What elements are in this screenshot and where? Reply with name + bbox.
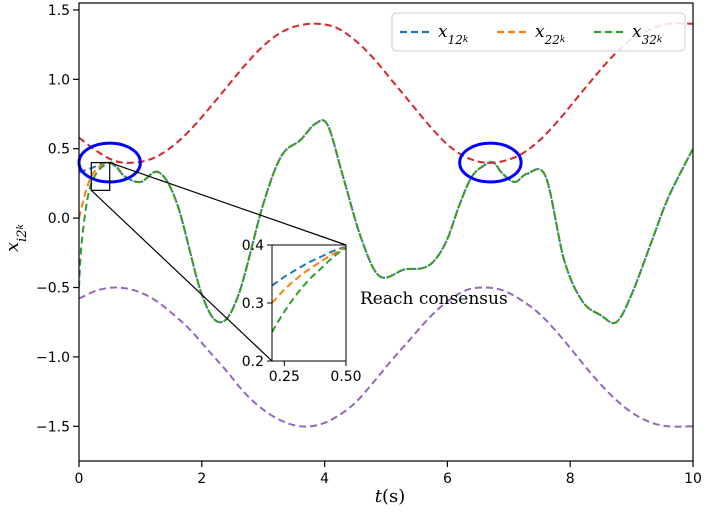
inset-group: 0.25 0.50 0.2 0.3 0.4 (242, 238, 362, 385)
inset-y-tick-label-0: 0.2 (242, 354, 264, 370)
x-tick-label-2: 4 (320, 471, 329, 487)
axes-group: 0 2 4 6 8 10 −1.5 −1.0 −0.5 0.0 0.5 1.0 1.5 (36, 2, 702, 487)
x-tick-label-0: 0 (75, 471, 84, 487)
legend-label-0: x12k (438, 22, 468, 47)
main-series-group (79, 22, 693, 428)
x-axis-label-var: t (375, 486, 383, 507)
x-tick-label-4: 8 (566, 471, 575, 487)
inset-x-tick-label-0: 0.25 (269, 369, 300, 385)
y-tick-label-6: 1.5 (48, 3, 70, 19)
x-tick-label-3: 6 (443, 471, 452, 487)
y-axis-label-sub: i2 (15, 229, 30, 241)
legend-label-subsub-1: k (560, 35, 565, 45)
y-tick-label-5: 1.0 (48, 72, 70, 88)
highlight-group (77, 141, 523, 184)
y-tick-label-1: −1.0 (36, 350, 70, 366)
series-line-4 (79, 286, 693, 428)
legend-label-sub-1: 22 (544, 33, 560, 47)
y-tick-label-0: −1.5 (36, 419, 70, 435)
legend-frame (391, 12, 686, 52)
zoom-connector-lower (90, 189, 273, 362)
annotation-reach-consensus: Reach consensus (360, 289, 508, 309)
inset-series-line-2 (272, 247, 346, 333)
x-axis-label-unit: (s) (382, 486, 405, 507)
highlight-ellipse-1 (458, 141, 523, 184)
y-tick-label-2: −0.5 (36, 281, 70, 297)
y-axis-label: xi2k (2, 224, 30, 252)
legend-label-base-0: x (438, 22, 448, 42)
legend-label-1: x22k (535, 22, 565, 47)
y-axis-label-subsub: k (16, 224, 26, 229)
inset-y-tick-label-2: 0.4 (242, 238, 264, 254)
x-axis-label: t(s) (375, 486, 406, 507)
legend-label-base-2: x (632, 22, 642, 42)
zoom-box (90, 162, 111, 191)
y-tick-label-4: 0.5 (48, 142, 70, 158)
legend-label-subsub-2: k (657, 35, 662, 45)
legend-label-subsub-0: k (463, 35, 468, 45)
legend-label-base-1: x (535, 22, 545, 42)
y-tick-label-3: 0.0 (48, 211, 70, 227)
legend-label-sub-0: 12 (448, 33, 463, 47)
inset-series-line-0 (272, 245, 346, 287)
x-tick-label-5: 10 (684, 471, 702, 487)
x-tick-label-1: 2 (197, 471, 206, 487)
inset-y-tick-label-1: 0.3 (242, 296, 264, 312)
plot-frame (78, 2, 694, 462)
series-line-3 (79, 22, 693, 164)
zoom-group (90, 162, 347, 362)
y-axis-label-var: x (2, 242, 23, 252)
legend-label-2: x32k (632, 22, 662, 47)
inset-x-tick-label-1: 0.50 (330, 369, 361, 385)
legend-label-sub-2: 32 (642, 33, 657, 47)
inset-background (272, 245, 346, 361)
zoom-connector-upper (109, 162, 347, 246)
inset-series-group (272, 245, 346, 333)
legend: x12k x22k x32k (391, 12, 686, 52)
series-line-2 (79, 119, 693, 325)
inset-series-line-1 (272, 246, 346, 304)
